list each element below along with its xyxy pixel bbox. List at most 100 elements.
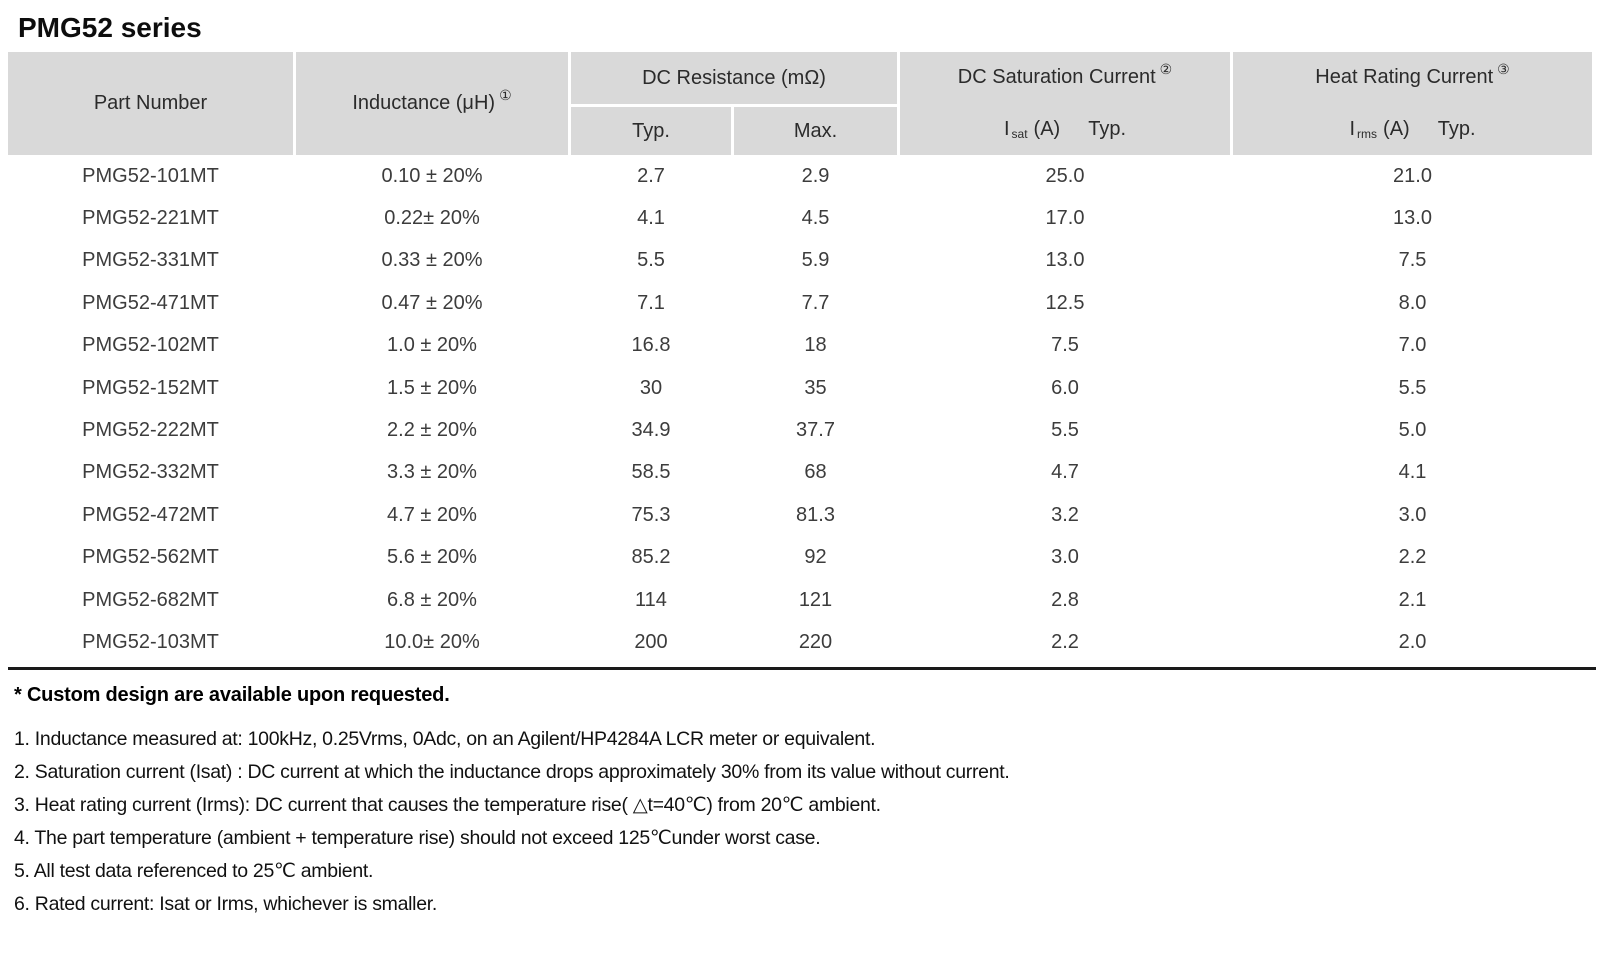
header-part-number: Part Number xyxy=(8,52,293,155)
table-cell: 3.0 xyxy=(1233,494,1592,537)
table-cell: 4.5 xyxy=(734,197,897,240)
table-cell: 4.1 xyxy=(571,197,731,240)
table-row: PMG52-331MT 0.33 ± 20% 5.5 5.9 13.0 7.5 xyxy=(8,239,1592,283)
table-cell: 92 xyxy=(734,536,897,579)
isat-typ-label: Typ. xyxy=(1088,117,1127,140)
table-row: PMG52-101MT 0.10 ± 20% 2.7 2.9 25.0 21.0 xyxy=(8,155,1592,198)
footnote-item: 4. The part temperature (ambient + tempe… xyxy=(14,826,821,849)
header-part-number-label: Part Number xyxy=(93,92,208,114)
table-row: PMG52-222MT 2.2 ± 20% 34.9 37.7 5.5 5.0 xyxy=(8,409,1592,452)
table-row: PMG52-682MT 6.8 ± 20% 114 121 2.8 2.1 xyxy=(8,578,1592,622)
table-cell: 3.3 ± 20% xyxy=(296,451,568,495)
table-cell: 58.5 xyxy=(571,451,731,495)
header-dc-resistance-label: DC Resistance (mΩ) xyxy=(642,66,826,89)
table-cell: 21.0 xyxy=(1233,155,1592,198)
table-cell: 114 xyxy=(571,578,731,622)
table-cell: 75.3 xyxy=(571,494,731,537)
table-cell: PMG52-562MT xyxy=(8,536,293,579)
table-cell: 7.5 xyxy=(900,324,1230,367)
table-row: PMG52-332MT 3.3 ± 20% 58.5 68 4.7 4.1 xyxy=(8,451,1592,495)
table-cell: PMG52-101MT xyxy=(8,155,293,198)
irms-typ-label: Typ. xyxy=(1437,117,1476,140)
table-cell: 7.5 xyxy=(1233,239,1592,283)
table-cell: PMG52-472MT xyxy=(8,494,293,537)
table-cell: 5.5 xyxy=(571,239,731,283)
table-cell: 4.7 xyxy=(900,451,1230,495)
table-cell: 3.2 xyxy=(900,494,1230,537)
header-inductance: Inductance (μH) ① xyxy=(296,52,568,155)
table-cell: 7.0 xyxy=(1233,324,1592,367)
table-cell: 34.9 xyxy=(571,409,731,452)
table-cell: PMG52-332MT xyxy=(8,451,293,495)
table-cell: PMG52-103MT xyxy=(8,621,293,664)
table-cell: 2.2 ± 20% xyxy=(296,409,568,452)
footnote-item: 6. Rated current: Isat or Irms, whicheve… xyxy=(14,892,437,915)
table-cell: 200 xyxy=(571,621,731,664)
table-cell: 4.1 xyxy=(1233,451,1592,495)
table-cell: 2.2 xyxy=(900,621,1230,664)
header-heat-rating-title: Heat Rating Current ③ xyxy=(1315,60,1510,89)
header-dc-resistance-max: Max. xyxy=(734,107,897,155)
table-cell: 13.0 xyxy=(900,239,1230,283)
table-cell: 2.7 xyxy=(571,155,731,198)
footnote-list: 1. Inductance measured at: 100kHz, 0.25V… xyxy=(14,723,1600,921)
table-cell: 1.5 ± 20% xyxy=(296,366,568,410)
footnote-item: 5. All test data referenced to 25℃ ambie… xyxy=(14,859,374,882)
table-cell: 6.0 xyxy=(900,366,1230,410)
spec-table: Part Number Inductance (μH) ① DC Resistan… xyxy=(8,52,1592,664)
table-cell: 4.7 ± 20% xyxy=(296,494,568,537)
table-cell: 2.9 xyxy=(734,155,897,198)
table-cell: 5.5 xyxy=(1233,366,1592,410)
table-cell: 2.1 xyxy=(1233,578,1592,622)
table-cell: 121 xyxy=(734,578,897,622)
table-cell: 30 xyxy=(571,366,731,410)
table-cell: PMG52-102MT xyxy=(8,324,293,367)
header-max-label: Max. xyxy=(793,119,838,142)
datasheet-page: PMG52 series Part Number Inductance (μH)… xyxy=(8,12,1600,921)
footnote-item: 1. Inductance measured at: 100kHz, 0.25V… xyxy=(14,727,876,750)
table-cell: PMG52-331MT xyxy=(8,239,293,283)
table-cell: 5.0 xyxy=(1233,409,1592,452)
table-row: PMG52-562MT 5.6 ± 20% 85.2 92 3.0 2.2 xyxy=(8,536,1592,579)
table-cell: PMG52-221MT xyxy=(8,197,293,240)
table-cell: 1.0 ± 20% xyxy=(296,324,568,367)
table-row: PMG52-472MT 4.7 ± 20% 75.3 81.3 3.2 3.0 xyxy=(8,494,1592,537)
table-row: PMG52-152MT 1.5 ± 20% 30 35 6.0 5.5 xyxy=(8,366,1592,410)
custom-design-note: * Custom design are available upon reque… xyxy=(14,683,450,706)
table-cell: 0.22± 20% xyxy=(296,197,568,240)
table-cell: PMG52-152MT xyxy=(8,366,293,410)
header-dc-saturation-title: DC Saturation Current ② xyxy=(957,60,1173,89)
table-cell: 220 xyxy=(734,621,897,664)
table-cell: 13.0 xyxy=(1233,197,1592,240)
table-cell: 35 xyxy=(734,366,897,410)
table-cell: PMG52-471MT xyxy=(8,282,293,325)
table-cell: PMG52-222MT xyxy=(8,409,293,452)
table-cell: 6.8 ± 20% xyxy=(296,578,568,622)
table-row: PMG52-103MT 10.0± 20% 200 220 2.2 2.0 xyxy=(8,621,1592,664)
table-cell: 17.0 xyxy=(900,197,1230,240)
table-cell: 7.7 xyxy=(734,282,897,325)
table-cell: 68 xyxy=(734,451,897,495)
table-cell: 5.5 xyxy=(900,409,1230,452)
page-title: PMG52 series xyxy=(18,12,202,43)
table-row: PMG52-221MT 0.22± 20% 4.1 4.5 17.0 13.0 xyxy=(8,197,1592,240)
table-cell: 2.0 xyxy=(1233,621,1592,664)
isat-unit: (A) xyxy=(1033,117,1061,140)
header-dc-resistance-typ: Typ. xyxy=(571,107,731,155)
table-cell: 5.9 xyxy=(734,239,897,283)
table-cell: 5.6 ± 20% xyxy=(296,536,568,579)
table-cell: 3.0 xyxy=(900,536,1230,579)
table-cell: 0.10 ± 20% xyxy=(296,155,568,198)
table-cell: 16.8 xyxy=(571,324,731,367)
header-typ-label: Typ. xyxy=(632,119,670,142)
header-inductance-label: Inductance (μH) xyxy=(352,92,496,114)
table-cell: 7.1 xyxy=(571,282,731,325)
table-cell: 8.0 xyxy=(1233,282,1592,325)
irms-symbol: I xyxy=(1349,117,1356,140)
table-cell: 2.2 xyxy=(1233,536,1592,579)
table-cell: PMG52-682MT xyxy=(8,578,293,622)
